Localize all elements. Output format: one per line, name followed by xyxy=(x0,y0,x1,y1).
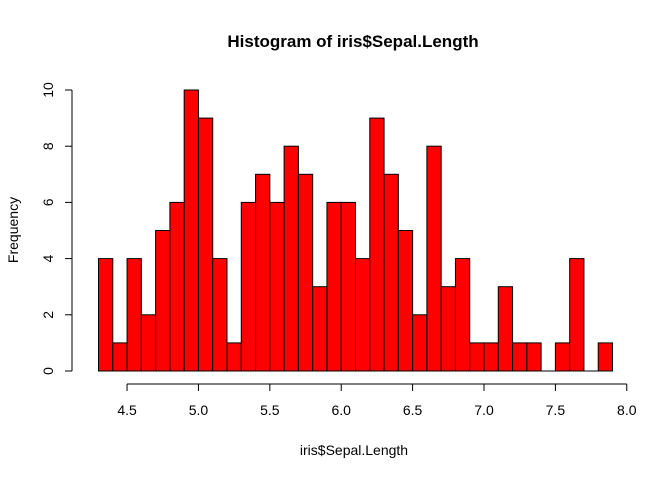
histogram-bar xyxy=(197,117,214,372)
histogram-bar xyxy=(397,230,414,372)
bars-group xyxy=(98,89,613,372)
x-tick-label: 5.5 xyxy=(260,402,280,418)
histogram-bar xyxy=(226,342,242,372)
histogram-bar xyxy=(383,173,399,372)
histogram-bar xyxy=(369,117,385,372)
histogram-bar xyxy=(412,314,428,372)
histogram-bar xyxy=(326,201,342,372)
histogram-bar xyxy=(469,342,485,372)
histogram-bar xyxy=(512,342,528,372)
histogram-bar xyxy=(140,314,157,372)
histogram-bar xyxy=(112,342,128,372)
x-tick-label: 6.5 xyxy=(403,402,423,418)
x-axis: 4.5 5.0 5.5 6.0 6.5 7.0 7.5 8.0 xyxy=(117,383,637,418)
x-tick-label: 7.5 xyxy=(546,402,566,418)
histogram-bar xyxy=(440,286,456,372)
x-axis-label: iris$Sepal.Length xyxy=(300,442,408,458)
x-tick-label: 4.5 xyxy=(117,402,137,418)
histogram-bar xyxy=(312,286,328,372)
histogram-bar xyxy=(497,286,514,372)
histogram-bar xyxy=(240,201,257,372)
histogram-bar xyxy=(155,230,171,372)
y-tick-label: 2 xyxy=(40,311,56,319)
histogram-bar xyxy=(255,173,271,372)
histogram-bar xyxy=(554,342,571,372)
histogram-bar xyxy=(126,258,142,372)
x-tick-label: 7.0 xyxy=(474,402,494,418)
histogram-bar xyxy=(98,258,114,372)
y-axis: 0 2 4 6 8 10 xyxy=(40,82,73,375)
x-tick-label: 8.0 xyxy=(617,402,637,418)
histogram-bar xyxy=(340,201,357,372)
histogram-bar xyxy=(426,145,442,372)
histogram-bar xyxy=(297,173,314,372)
histogram-bar xyxy=(483,342,499,372)
histogram-bar xyxy=(169,201,185,372)
y-tick-label: 6 xyxy=(40,198,56,206)
y-tick-label: 4 xyxy=(40,254,56,262)
y-tick-label: 10 xyxy=(40,82,56,98)
histogram-bar xyxy=(183,89,199,372)
histogram-bar xyxy=(283,145,299,372)
histogram-bar xyxy=(569,258,585,372)
histogram-bar xyxy=(269,201,285,372)
y-tick-label: 0 xyxy=(40,367,56,375)
histogram-bar xyxy=(597,342,613,372)
y-axis-label: Frequency xyxy=(5,197,21,263)
x-tick-label: 5.0 xyxy=(189,402,209,418)
histogram-bar xyxy=(355,258,371,372)
x-tick-label: 6.0 xyxy=(331,402,351,418)
histogram-bar xyxy=(454,258,471,372)
y-tick-label: 8 xyxy=(40,142,56,150)
histogram-bar xyxy=(212,258,228,372)
chart-title: Histogram of iris$Sepal.Length xyxy=(227,32,478,51)
histogram-bar xyxy=(526,342,542,372)
